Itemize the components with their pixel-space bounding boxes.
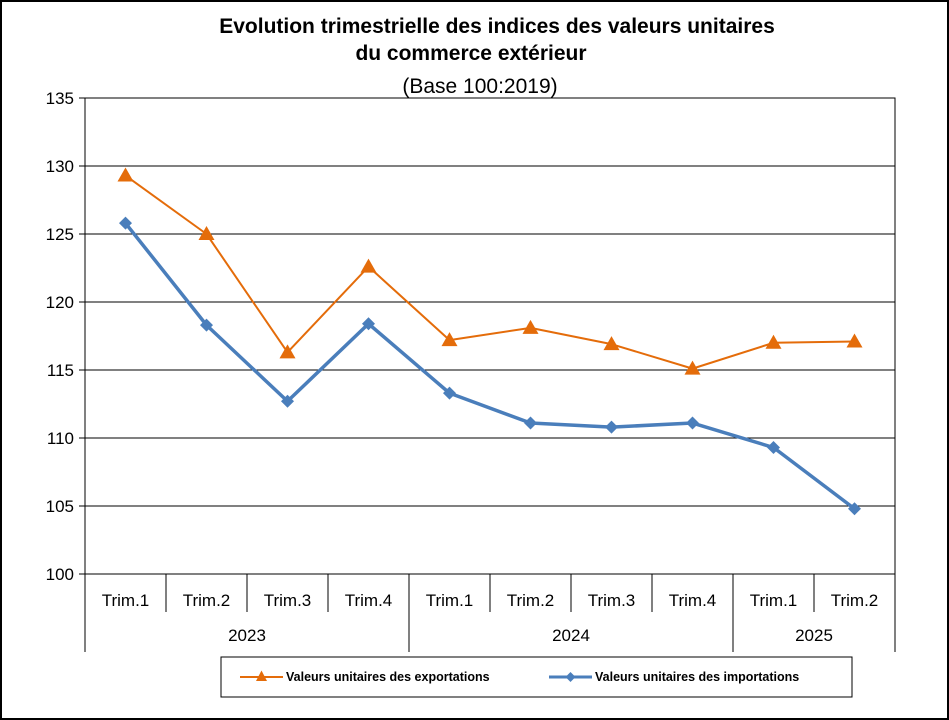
- chart-title-line-1: Evolution trimestrielle des indices des …: [219, 15, 775, 38]
- y-tick-label-130: 130: [46, 157, 74, 176]
- x-group-label-2024: 2024: [552, 626, 590, 645]
- export-point-10: [846, 333, 863, 348]
- export-point-5: [441, 332, 458, 347]
- import-point-5: [443, 386, 456, 400]
- import-point-2: [200, 318, 213, 332]
- y-tick-label-125: 125: [46, 225, 74, 244]
- x-tick-label-1: Trim.1: [102, 591, 150, 610]
- import-point-3: [281, 394, 294, 408]
- y-tick-label-105: 105: [46, 497, 74, 516]
- x-tick-label-5: Trim.1: [426, 591, 474, 610]
- export-point-4: [360, 258, 377, 273]
- series-line-imports: [124, 222, 856, 511]
- x-tick-label-4: Trim.4: [345, 591, 393, 610]
- x-tick-label-6: Trim.2: [507, 591, 555, 610]
- legend-label-imports: Valeurs unitaires des importations: [595, 670, 799, 684]
- y-tick-label-110: 110: [47, 429, 74, 448]
- y-tick-label-120: 120: [46, 293, 74, 312]
- x-group-label-2023: 2023: [228, 626, 266, 645]
- export-point-3: [279, 344, 296, 359]
- x-tick-label-3: Trim.3: [264, 591, 312, 610]
- y-tick-label-115: 115: [47, 361, 74, 380]
- import-point-9: [767, 441, 780, 455]
- series-imports: [119, 216, 861, 516]
- series-exports: [117, 167, 863, 375]
- legend-marker-imports: [565, 672, 576, 682]
- legend: Valeurs unitaires des exportations Valeu…: [220, 656, 853, 698]
- y-tick-label-100: 100: [46, 565, 74, 584]
- legend-box: [220, 656, 853, 698]
- import-point-8: [686, 416, 699, 430]
- series-line-exports: [124, 174, 855, 370]
- x-tick-label-9: Trim.1: [750, 591, 798, 610]
- export-point-7: [603, 336, 620, 351]
- chart-subtitle: (Base 100:2019): [402, 75, 557, 98]
- import-point-4: [362, 317, 375, 331]
- legend-label-exports: Valeurs unitaires des exportations: [286, 670, 490, 684]
- export-point-1: [117, 167, 134, 182]
- export-point-2: [198, 226, 215, 240]
- import-point-1: [119, 216, 132, 230]
- x-tick-label-7: Trim.3: [588, 591, 636, 610]
- import-point-7: [605, 420, 618, 434]
- export-point-9: [765, 334, 782, 349]
- import-point-10: [848, 502, 861, 516]
- export-point-8: [684, 360, 701, 375]
- y-tick-label-135: 135: [46, 89, 74, 108]
- legend-marker-exports: [256, 670, 267, 681]
- x-tick-label-2: Trim.2: [183, 591, 231, 610]
- chart-title-line-2: du commerce extérieur: [355, 42, 586, 65]
- x-tick-label-10: Trim.2: [831, 591, 879, 610]
- x-group-label-2025: 2025: [795, 626, 833, 645]
- export-point-6: [522, 319, 539, 334]
- import-point-6: [524, 416, 537, 430]
- x-tick-label-8: Trim.4: [669, 591, 717, 610]
